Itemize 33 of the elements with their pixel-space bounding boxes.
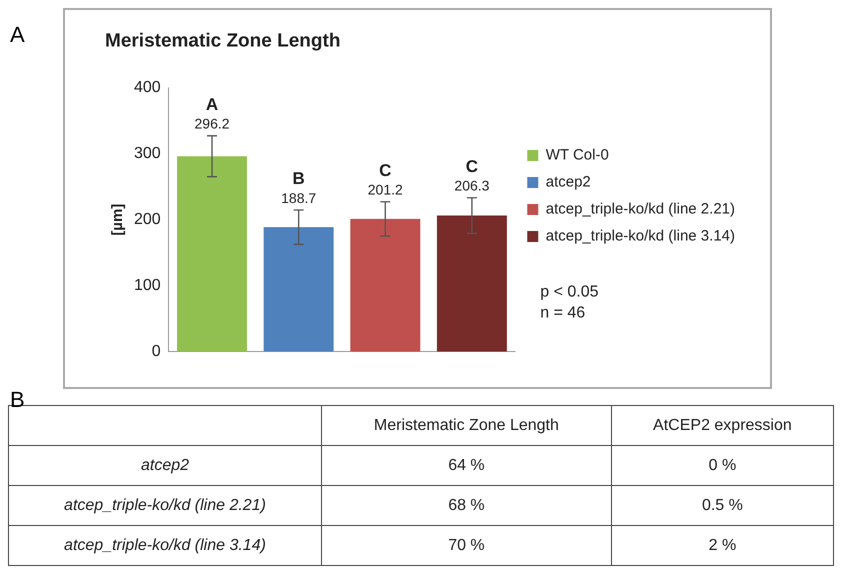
- data-label: 206.3: [454, 178, 490, 194]
- legend-label: atcep_triple-ko/kd (line 2.21): [546, 200, 736, 218]
- text: 68 %: [448, 496, 485, 514]
- annotation: A: [206, 95, 218, 114]
- data-label: 201.2: [368, 182, 404, 198]
- legend-label: WT Col-0: [546, 146, 609, 164]
- category-label: atcep_triple-ko/kd (line 3.14): [64, 536, 266, 554]
- y-tick-label: 300: [134, 145, 161, 162]
- text: 70 %: [448, 536, 485, 554]
- y-axis-title: [µm]: [109, 204, 126, 236]
- text: 2 %: [708, 536, 736, 554]
- text: 0 %: [708, 456, 736, 474]
- y-tick-label: 400: [134, 79, 161, 96]
- text: p < 0.05: [540, 284, 599, 301]
- text: 64 %: [448, 456, 485, 474]
- y-tick-label: 100: [134, 277, 161, 294]
- legend-label: atcep_triple-ko/kd (line 3.14): [546, 228, 736, 245]
- category-label: AtCEP2 expression: [611, 406, 834, 446]
- y-tick-label: 200: [134, 211, 161, 228]
- annotation: C: [466, 156, 478, 176]
- text: n = 46: [540, 304, 586, 322]
- y-tick-label: 0: [152, 343, 161, 360]
- legend-label: atcep2: [546, 174, 591, 191]
- data-label: 296.2: [194, 116, 230, 132]
- category-label: atcep_triple-ko/kd (line 2.21): [64, 496, 266, 514]
- annotation: C: [379, 160, 392, 180]
- chart-title: Meristematic Zone Length: [105, 30, 340, 52]
- text: A: [10, 22, 25, 48]
- data-label: 188.7: [281, 190, 316, 206]
- category-label: Meristematic Zone Length: [322, 406, 612, 446]
- category-label: atcep2: [140, 456, 190, 474]
- text: 0.5 %: [702, 496, 743, 514]
- annotation: B: [292, 169, 305, 188]
